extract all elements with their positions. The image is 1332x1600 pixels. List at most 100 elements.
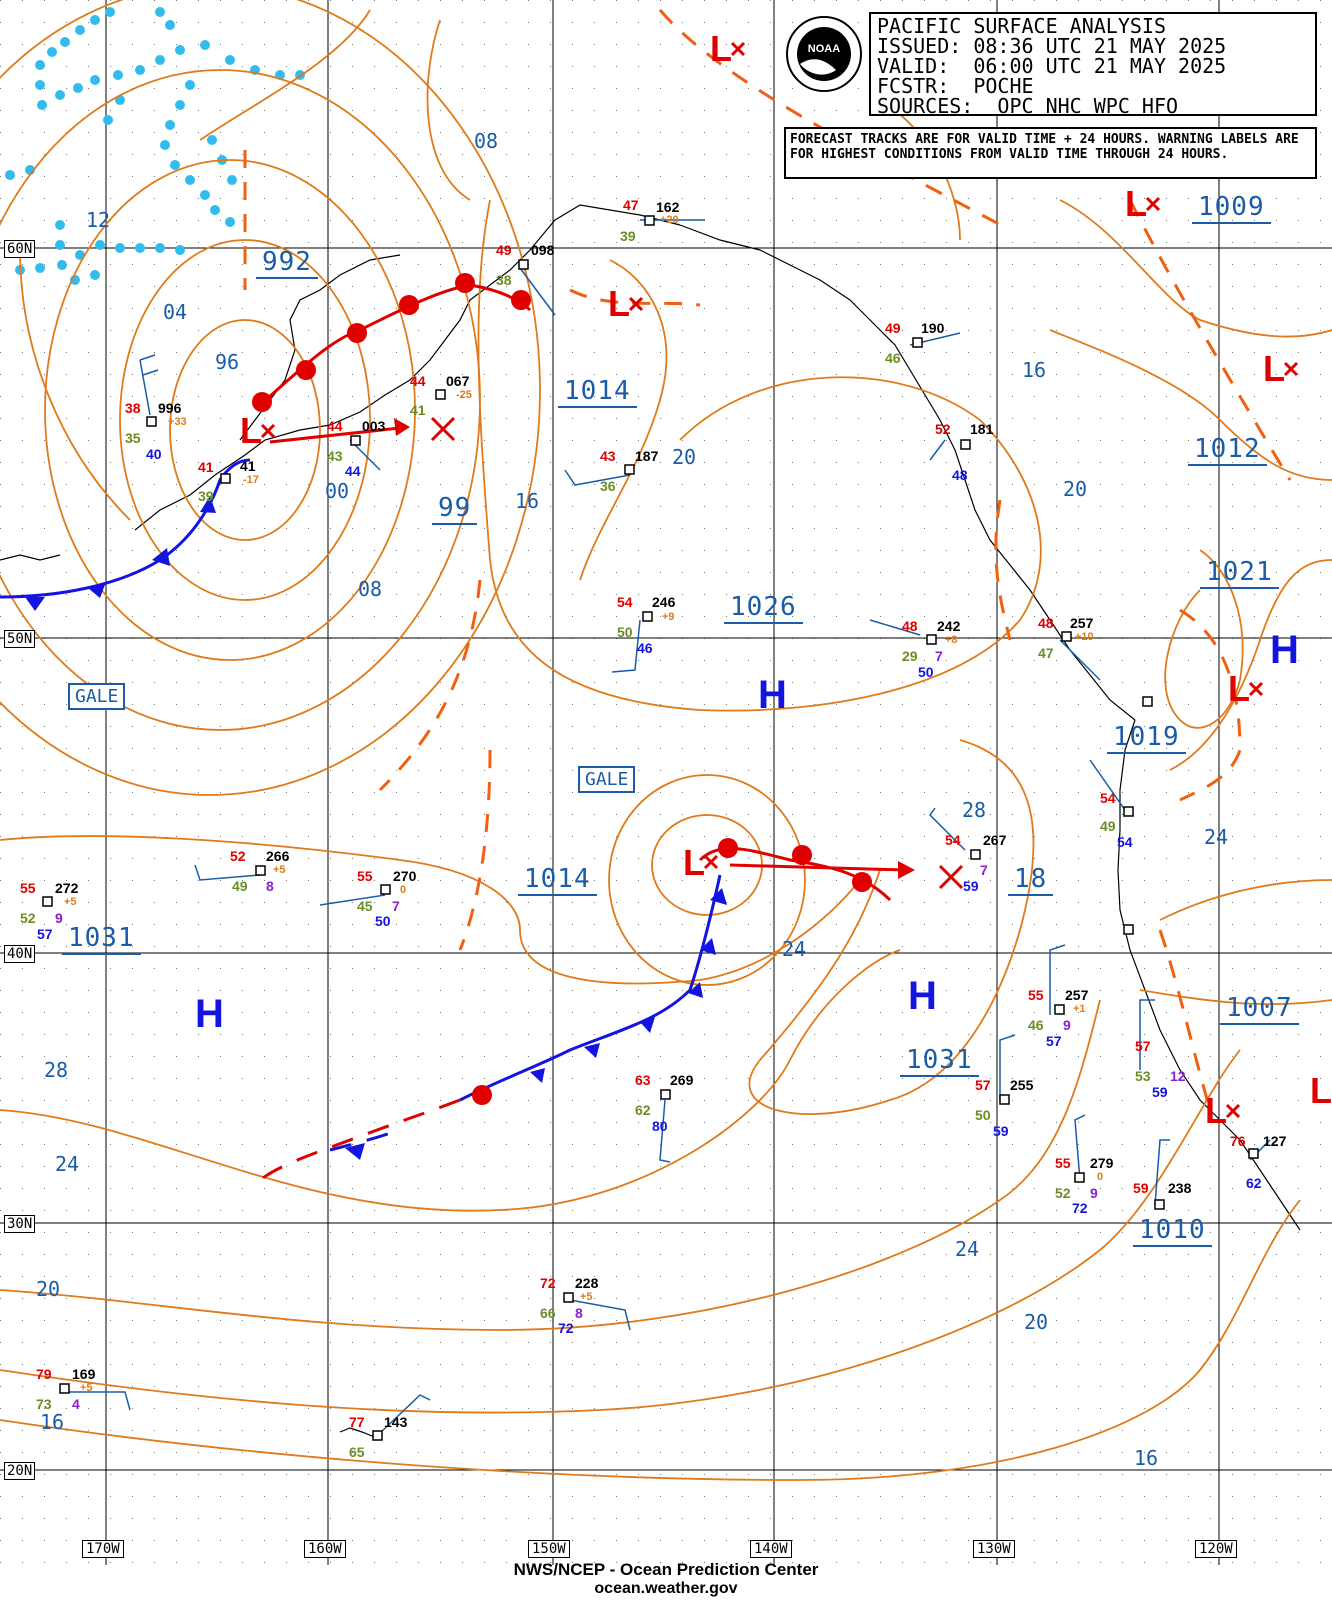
isobar-label: 16 bbox=[515, 489, 540, 513]
obs-dewpoint: 50 bbox=[617, 624, 633, 640]
obs-pressure: 269 bbox=[670, 1072, 694, 1088]
obs-dewpoint: 50 bbox=[975, 1107, 991, 1123]
obs-pressure: 267 bbox=[983, 832, 1007, 848]
obs-tendency: +10 bbox=[1075, 631, 1094, 643]
obs-sst: 8 bbox=[575, 1305, 583, 1321]
isobar-label: 24 bbox=[782, 937, 807, 961]
high-pressure-center: H bbox=[908, 974, 937, 1018]
obs-temp: 49 bbox=[496, 242, 512, 258]
low-pressure-center: L bbox=[1263, 348, 1285, 389]
low-pressure-center: L bbox=[1125, 183, 1147, 224]
obs-dewpoint: 46 bbox=[1028, 1017, 1044, 1033]
obs-visibility: 46 bbox=[637, 640, 653, 656]
high-pressure-center: H bbox=[1270, 628, 1299, 672]
pressure-center-label: 18 bbox=[1008, 864, 1054, 896]
obs-dewpoint: 35 bbox=[125, 430, 141, 446]
obs-dewpoint: 41 bbox=[410, 402, 426, 418]
footer-url[interactable]: ocean.weather.gov bbox=[594, 1580, 738, 1597]
forecast-note: FORECAST TRACKS ARE FOR VALID TIME + 24 … bbox=[784, 127, 1317, 179]
obs-sst: 4 bbox=[72, 1396, 80, 1412]
obs-pressure: 246 bbox=[652, 594, 676, 610]
obs-dewpoint: 38 bbox=[496, 272, 512, 288]
pressure-center-label: 1031 bbox=[62, 923, 141, 955]
map-title: PACIFIC SURFACE ANALYSIS bbox=[877, 14, 1166, 38]
pressure-center-label: 1021 bbox=[1200, 557, 1279, 589]
obs-visibility: 72 bbox=[558, 1320, 574, 1336]
isobar-label: 00 bbox=[325, 479, 350, 503]
isobar-label: 96 bbox=[215, 350, 240, 374]
wind-barbs bbox=[65, 219, 1271, 1436]
obs-temp: 54 bbox=[945, 832, 961, 848]
latitude-label: 60N bbox=[4, 240, 36, 258]
low-pressure-center: L bbox=[710, 28, 732, 69]
obs-visibility: 44 bbox=[345, 463, 361, 479]
isobar-label: 24 bbox=[955, 1237, 980, 1261]
isobar-label: 12 bbox=[86, 208, 111, 232]
map-info-panel: PACIFIC SURFACE ANALYSIS ISSUED: 08:36 UT… bbox=[869, 12, 1317, 116]
low-pressure-center: L bbox=[240, 410, 262, 451]
obs-temp: 63 bbox=[635, 1072, 651, 1088]
latitude-label: 30N bbox=[4, 1215, 36, 1233]
isobar-label: 16 bbox=[1022, 358, 1047, 382]
longitude-label: 150W bbox=[528, 1540, 570, 1558]
obs-pressure: 098 bbox=[531, 242, 555, 258]
pressure-center-label: 1014 bbox=[518, 864, 597, 896]
obs-tendency: +5 bbox=[273, 864, 286, 876]
high-pressure-center: H bbox=[758, 673, 787, 717]
obs-temp: 55 bbox=[1055, 1155, 1071, 1171]
obs-pressure: 067 bbox=[446, 373, 470, 389]
obs-tendency: -25 bbox=[456, 389, 472, 401]
obs-visibility: 62 bbox=[1246, 1175, 1262, 1191]
obs-temp: 47 bbox=[623, 197, 639, 213]
isobar-label: 20 bbox=[672, 445, 697, 469]
pressure-center-label: 99 bbox=[432, 493, 478, 525]
obs-dewpoint: 36 bbox=[600, 478, 616, 494]
pressure-center-label: 1009 bbox=[1192, 192, 1271, 224]
obs-pressure: 272 bbox=[55, 880, 79, 896]
obs-temp: 43 bbox=[600, 448, 616, 464]
obs-tendency: +1 bbox=[1073, 1003, 1086, 1015]
longitude-label: 160W bbox=[304, 1540, 346, 1558]
obs-pressure: 257 bbox=[1070, 615, 1094, 631]
low-pressure-center: L bbox=[1310, 1070, 1332, 1111]
isobar-label: 08 bbox=[358, 577, 383, 601]
obs-pressure: 162 bbox=[656, 199, 680, 215]
low-pressure-center: L bbox=[1228, 668, 1250, 709]
obs-dewpoint: 65 bbox=[349, 1444, 365, 1460]
pressure-center-label: 1019 bbox=[1107, 722, 1186, 754]
obs-pressure: 242 bbox=[937, 618, 961, 634]
obs-visibility: 72 bbox=[1072, 1200, 1088, 1216]
dotted-grid bbox=[0, 0, 1332, 1565]
obs-temp: 79 bbox=[36, 1366, 52, 1382]
obs-visibility: 57 bbox=[37, 926, 53, 942]
obs-tendency: +20 bbox=[660, 214, 679, 226]
gale-warning-label: GALE bbox=[68, 683, 126, 710]
obs-tendency: +9 bbox=[662, 611, 675, 623]
obs-tendency: +5 bbox=[580, 1291, 593, 1303]
isobar-label: 16 bbox=[1134, 1446, 1159, 1470]
obs-visibility: 40 bbox=[146, 446, 162, 462]
isobar-label: 28 bbox=[962, 798, 987, 822]
obs-dewpoint: 47 bbox=[1038, 645, 1054, 661]
obs-dewpoint: 48 bbox=[952, 467, 968, 483]
obs-sst: 7 bbox=[935, 648, 943, 664]
longitude-label: 170W bbox=[82, 1540, 124, 1558]
latitude-label: 20N bbox=[4, 1462, 36, 1480]
obs-pressure: 228 bbox=[575, 1275, 599, 1291]
forecaster: FCSTR: POCHE bbox=[877, 74, 1034, 98]
obs-sst: 9 bbox=[1063, 1017, 1071, 1033]
obs-temp: 44 bbox=[327, 418, 343, 434]
storm-tracks bbox=[269, 426, 906, 872]
obs-pressure: 266 bbox=[266, 848, 290, 864]
obs-pressure: 996 bbox=[158, 400, 182, 416]
obs-dewpoint: 45 bbox=[357, 898, 373, 914]
obs-dewpoint: 29 bbox=[902, 648, 918, 664]
obs-temp: 72 bbox=[540, 1275, 556, 1291]
latitude-label: 40N bbox=[4, 945, 36, 963]
obs-dewpoint: 66 bbox=[540, 1305, 556, 1321]
obs-sst: 9 bbox=[1090, 1185, 1098, 1201]
isobar-label: 20 bbox=[1063, 477, 1088, 501]
obs-pressure: 257 bbox=[1065, 987, 1089, 1003]
low-pressure-center: L bbox=[683, 842, 705, 883]
